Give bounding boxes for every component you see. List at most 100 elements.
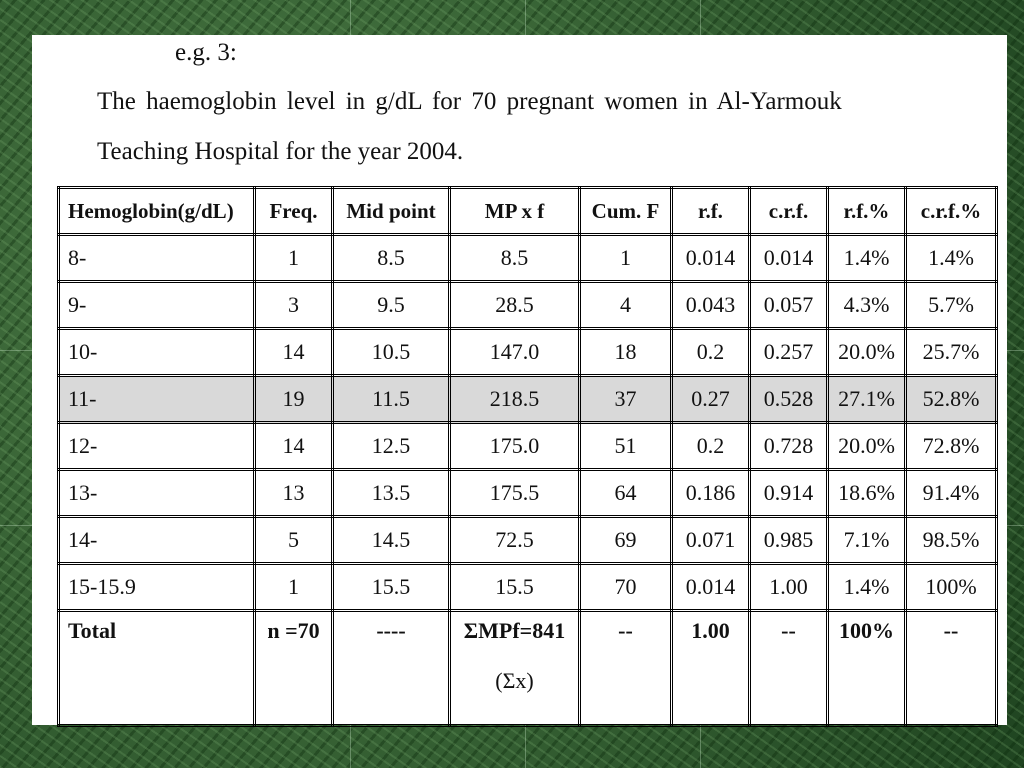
table-cell: 20.0%: [826, 421, 907, 471]
table-cell: 18: [578, 327, 673, 377]
table-cell: 15-15.9: [57, 562, 256, 612]
table-cell: 72.5: [448, 515, 581, 565]
table-cell: 11.5: [331, 374, 451, 424]
table-cell: 64: [578, 468, 673, 518]
data-row: 13- 13 13.5 175.5 64 0.186 0.914 18.6% 91.4%: [57, 468, 998, 518]
table-cell: 0.186: [670, 468, 751, 518]
table-cell: 0.528: [748, 374, 829, 424]
table-cell: 51: [578, 421, 673, 471]
column-header: Cum. F: [578, 186, 673, 236]
table-cell: 0.985: [748, 515, 829, 565]
table-cell: 0.057: [748, 280, 829, 330]
table-cell: --: [578, 609, 673, 727]
table-cell: --: [748, 609, 829, 727]
table-cell: 14: [253, 327, 334, 377]
table-cell: 1: [253, 233, 334, 283]
table-cell: 0.728: [748, 421, 829, 471]
table-cell: 8-: [57, 233, 256, 283]
table-cell: 8.5: [331, 233, 451, 283]
column-header: r.f.: [670, 186, 751, 236]
description: The haemoglobin level in g/dL for 70 pre…: [97, 88, 842, 115]
table-cell: 27.1%: [826, 374, 907, 424]
data-row: 15-15.9 1 15.5 15.5 70 0.014 1.00 1.4% 100%: [57, 562, 998, 612]
table-cell: n =70: [253, 609, 334, 727]
table-cell: 52.8%: [904, 374, 998, 424]
table-cell: 20.0%: [826, 327, 907, 377]
table-cell: 19: [253, 374, 334, 424]
table-cell: Total: [57, 609, 256, 727]
example-label: e.g. 3:: [175, 39, 237, 66]
table-cell: 15.5: [448, 562, 581, 612]
table-cell: 0.071: [670, 515, 751, 565]
table-cell: 72.8%: [904, 421, 998, 471]
table-cell: 13.5: [331, 468, 451, 518]
table-cell: 0.914: [748, 468, 829, 518]
table-cell: 1.4%: [826, 233, 907, 283]
total-row: Total n =70 ---- ΣMPf=841 (Σx) -- 1.00 -- 100% --: [57, 609, 998, 727]
table-cell: 28.5: [448, 280, 581, 330]
table-cell: 18.6%: [826, 468, 907, 518]
table-cell: 1.00: [748, 562, 829, 612]
table-cell: 8.5: [448, 233, 581, 283]
table-cell: 37: [578, 374, 673, 424]
table-cell: 3: [253, 280, 334, 330]
table-cell: 14: [253, 421, 334, 471]
column-header: MP x f: [448, 186, 581, 236]
table-cell: 0.014: [748, 233, 829, 283]
table-cell: 0.2: [670, 327, 751, 377]
table-cell: 0.257: [748, 327, 829, 377]
table-cell: 0.043: [670, 280, 751, 330]
table-cell: 14-: [57, 515, 256, 565]
table-cell: ----: [331, 609, 451, 727]
table-cell: 5: [253, 515, 334, 565]
data-row: 10- 14 10.5 147.0 18 0.2 0.257 20.0% 25.7%: [57, 327, 998, 377]
table-cell: 1: [253, 562, 334, 612]
table-cell: ΣMPf=841 (Σx): [448, 609, 581, 727]
table-cell: 10.5: [331, 327, 451, 377]
table-cell: 69: [578, 515, 673, 565]
table-cell: 1.4%: [826, 562, 907, 612]
column-header: Hemoglobin(g/dL): [57, 186, 256, 236]
table-cell: --: [904, 609, 998, 727]
content-panel: e.g. 3: The haemoglobin level in g/dL fo…: [32, 35, 1007, 727]
cell-line: (Σx): [495, 668, 534, 693]
table-cell: 0.014: [670, 562, 751, 612]
data-row: 9- 3 9.5 28.5 4 0.043 0.057 4.3% 5.7%: [57, 280, 998, 330]
frequency-table: Hemoglobin(g/dL) Freq. Mid point MP x f Cum.…: [57, 186, 998, 727]
table-cell: 0.014: [670, 233, 751, 283]
table-cell: 12.5: [331, 421, 451, 471]
table-cell: 218.5: [448, 374, 581, 424]
column-header: c.r.f.%: [904, 186, 998, 236]
table-cell: 1.4%: [904, 233, 998, 283]
table-cell: 25.7%: [904, 327, 998, 377]
table-cell: 1.00: [670, 609, 751, 727]
table-cell: 70: [578, 562, 673, 612]
table-cell: 91.4%: [904, 468, 998, 518]
table-cell: 13-: [57, 468, 256, 518]
table-cell: 15.5: [331, 562, 451, 612]
table-cell: 11-: [57, 374, 256, 424]
column-header: r.f.%: [826, 186, 907, 236]
table-cell: 13: [253, 468, 334, 518]
table-cell: 147.0: [448, 327, 581, 377]
table-cell: 5.7%: [904, 280, 998, 330]
column-header: c.r.f.: [748, 186, 829, 236]
data-row: 8- 1 8.5 8.5 1 0.014 0.014 1.4% 1.4%: [57, 233, 998, 283]
table-cell: 10-: [57, 327, 256, 377]
column-header: Freq.: [253, 186, 334, 236]
table-cell: 98.5%: [904, 515, 998, 565]
table-cell: 100%: [904, 562, 998, 612]
table-cell: 0.2: [670, 421, 751, 471]
table-cell: 4: [578, 280, 673, 330]
header-row: Hemoglobin(g/dL) Freq. Mid point MP x f Cum.…: [57, 186, 998, 236]
table-cell: 4.3%: [826, 280, 907, 330]
cell-line: ΣMPf=841: [463, 618, 566, 643]
table-cell: 12-: [57, 421, 256, 471]
table-cell: 175.5: [448, 468, 581, 518]
data-row: 11- 19 11.5 218.5 37 0.27 0.528 27.1% 52.8%: [57, 374, 998, 424]
data-row: 14- 5 14.5 72.5 69 0.071 0.985 7.1% 98.5%: [57, 515, 998, 565]
data-row: 12- 14 12.5 175.0 51 0.2 0.728 20.0% 72.8%: [57, 421, 998, 471]
table-cell: 9.5: [331, 280, 451, 330]
description: Teaching Hospital for the year 2004.: [97, 138, 464, 165]
